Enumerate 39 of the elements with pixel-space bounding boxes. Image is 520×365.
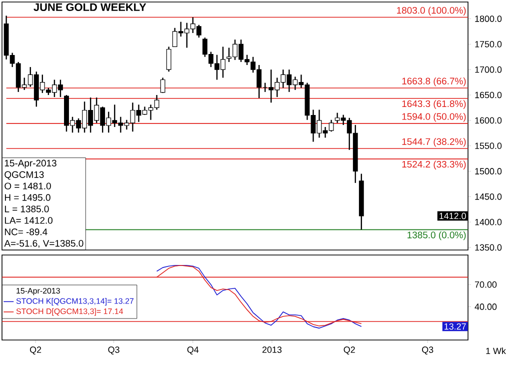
text: 1 Wk — [486, 348, 506, 354]
y-tick-label: 1350.0 — [475, 244, 502, 251]
candlestick — [166, 46, 172, 72]
y-tick-label: 40.00 — [474, 304, 497, 310]
candlestick — [160, 77, 166, 94]
annotation: L = 1385.0 — [4, 206, 49, 212]
x-tick-label: Q4 — [187, 346, 199, 354]
ref-line-label: 1643.3 (61.8%) — [402, 100, 466, 109]
ref-line-label: 1524.2 (33.3%) — [402, 160, 466, 170]
annotation: H = 1495.0 — [4, 194, 50, 201]
annotation: LA= 1412.0 — [4, 217, 52, 224]
y-tick-label: 1750.0 — [475, 40, 502, 48]
ref-line-label: 1594.0 (50.0%) — [402, 112, 466, 122]
ref-line-label: 1803.0 (100.0%) — [397, 6, 466, 16]
annotation: 1412.0 — [440, 212, 466, 220]
y-tick-label: 1550.0 — [475, 142, 502, 149]
x-tick-label: Q2 — [344, 346, 355, 354]
y-tick-label: 1400.0 — [475, 218, 502, 226]
annotation: NC= -89.4 — [4, 228, 48, 236]
annotation: O = 1481.0 — [4, 182, 51, 190]
chart-title: JUNE GOLD WEEKLY — [34, 3, 146, 12]
ref-line-label: 1385.0 (0.0%) — [408, 231, 466, 240]
y-tick-label: 1450.0 — [475, 193, 502, 200]
annotation: 13.27 — [444, 323, 466, 330]
annotation: A=-51.6, V=1385.0 — [4, 240, 84, 248]
ref-line-label: 1544.7 (38.2%) — [402, 138, 466, 147]
y-tick-label: 1650.0 — [475, 92, 502, 98]
y-tick-label: 70.00 — [474, 281, 497, 288]
y-tick-label: 1500.0 — [475, 168, 502, 174]
x-tick-label: Q3 — [422, 346, 434, 354]
y-tick-label: 1600.0 — [475, 117, 502, 124]
y-tick-label: 1700.0 — [475, 66, 502, 73]
annotation: 15-Apr-2013 — [4, 160, 56, 168]
x-tick-label: Q2 — [30, 346, 42, 354]
x-tick-label: 2013 — [262, 346, 282, 353]
y-tick-label: 1800.0 — [475, 16, 502, 22]
x-tick-label: Q3 — [108, 346, 120, 354]
annotation: QGCM13 — [4, 171, 44, 180]
ref-line-label: 1663.8 (66.7%) — [402, 77, 466, 86]
